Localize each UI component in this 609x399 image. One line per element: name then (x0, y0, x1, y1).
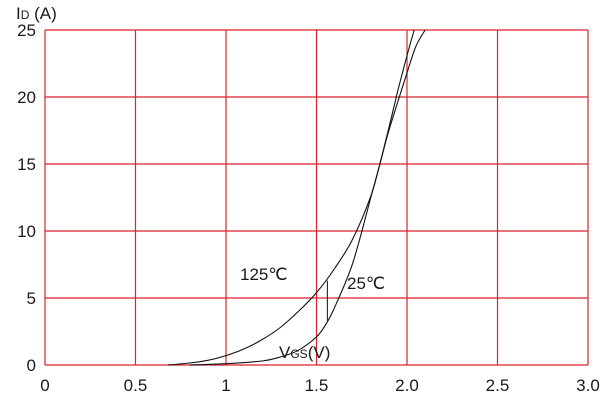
x-tick-label-2: 1 (221, 376, 230, 395)
y-tick-label-3: 15 (17, 155, 36, 174)
x-tick-label-5: 2.5 (486, 376, 510, 395)
x-tick-label-4: 2.0 (395, 376, 419, 395)
y-tick-label-2: 10 (17, 222, 36, 241)
y-tick-label-0: 0 (27, 356, 36, 375)
series-label-125c: 125℃ (240, 265, 287, 284)
series-line-125c (168, 29, 426, 366)
x-axis-title: VGS(V) (279, 343, 330, 362)
x-tick-label-0: 0 (40, 376, 49, 395)
series-line-25c (189, 29, 415, 366)
x-tick-label-1: 0.5 (124, 376, 148, 395)
chart-grid (44, 29, 589, 366)
y-tick-label-4: 20 (17, 88, 36, 107)
y-tick-label-1: 5 (27, 289, 36, 308)
y-tick-labels: 0 5 10 15 20 25 (17, 21, 36, 375)
x-tick-label-3: 1.5 (305, 376, 329, 395)
x-tick-labels: 0 0.5 1 1.5 2.0 2.5 3.0 (40, 376, 600, 395)
chart-curves (168, 29, 426, 366)
y-tick-label-5: 25 (17, 21, 36, 40)
x-tick-label-6: 3.0 (576, 376, 600, 395)
y-axis-title: ID (A) (16, 4, 57, 23)
series-label-25c: 25℃ (347, 274, 385, 293)
